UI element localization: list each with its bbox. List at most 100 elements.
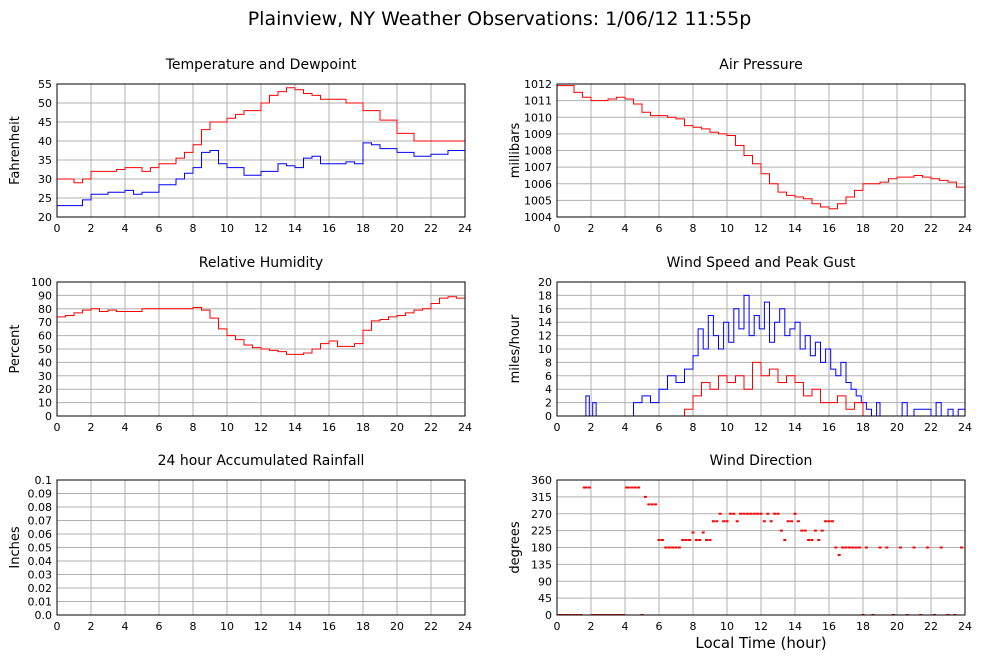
plot-frame <box>556 479 966 616</box>
data-point <box>742 512 746 515</box>
x-tick-label: 14 <box>288 222 302 235</box>
data-point <box>701 531 705 534</box>
y-tick-label: 1007 <box>524 161 552 174</box>
data-point <box>647 503 651 506</box>
y-tick-label: 8 <box>545 356 552 369</box>
y-tick-label: 70 <box>38 316 52 329</box>
y-tick-label: 20 <box>538 276 552 289</box>
x-tick-label: 20 <box>390 421 404 434</box>
data-point <box>587 486 591 489</box>
plot-frame <box>556 83 966 218</box>
x-tick-label: 8 <box>190 421 197 434</box>
x-tick-label: 24 <box>958 222 972 235</box>
y-axis-label: degrees <box>508 521 523 574</box>
y-tick-label: 1010 <box>524 111 552 124</box>
x-tick-label: 0 <box>554 620 561 633</box>
y-tick-label: 45 <box>538 592 552 605</box>
y-tick-label: 90 <box>38 289 52 302</box>
x-tick-label: 18 <box>856 222 870 235</box>
data-point <box>739 512 743 515</box>
x-tick-label: 4 <box>122 421 129 434</box>
y-axis-label: Fahrenheit <box>8 116 23 185</box>
data-point <box>790 520 794 523</box>
x-tick-label: 10 <box>720 222 734 235</box>
data-point <box>779 529 783 532</box>
data-point <box>807 539 811 541</box>
x-tick-label: 8 <box>190 620 197 633</box>
data-point <box>834 546 838 549</box>
x-tick-label: 16 <box>322 620 336 633</box>
x-tick-label: 0 <box>54 222 61 235</box>
y-tick-label: 40 <box>38 356 52 369</box>
x-tick-label: 6 <box>156 421 163 434</box>
y-tick-label: 0 <box>545 410 552 423</box>
x-tick-label: 18 <box>356 620 370 633</box>
data-point <box>926 546 930 549</box>
y-tick-label: 50 <box>38 97 52 110</box>
y-tick-label: 0.07 <box>28 515 53 528</box>
y-tick-label: 0.01 <box>28 596 53 609</box>
data-point <box>745 512 749 515</box>
y-tick-label: 16 <box>538 303 552 316</box>
data-point <box>960 546 964 549</box>
data-point <box>759 512 763 515</box>
y-tick-label: 50 <box>38 343 52 356</box>
data-point <box>582 486 586 489</box>
chart-title: Air Pressure <box>719 57 802 73</box>
series-line-0 <box>57 87 465 184</box>
x-tick-label: 4 <box>122 620 129 633</box>
y-tick-label: 25 <box>38 192 52 205</box>
y-tick-label: 20 <box>38 383 52 396</box>
y-axis-label: miles/hour <box>508 314 523 383</box>
plot-area <box>557 294 965 416</box>
data-point <box>625 486 629 489</box>
y-tick-label: 0.0 <box>35 609 53 622</box>
y-tick-label: 315 <box>531 491 552 504</box>
x-tick-label: 24 <box>458 222 472 235</box>
x-tick-label: 4 <box>622 421 629 434</box>
plot-frame <box>56 83 466 218</box>
data-point <box>674 546 678 549</box>
data-point <box>939 546 943 549</box>
x-tick-label: 16 <box>822 421 836 434</box>
y-tick-label: 1009 <box>524 128 552 141</box>
x-tick-label: 12 <box>754 222 768 235</box>
y-tick-label: 35 <box>38 154 52 167</box>
y-tick-label: 60 <box>38 330 52 343</box>
x-tick-label: 22 <box>424 222 438 235</box>
x-tick-label: 14 <box>788 620 802 633</box>
data-point <box>735 520 739 523</box>
y-axis-label: Percent <box>8 325 23 374</box>
x-tick-label: 20 <box>890 222 904 235</box>
y-tick-label: 18 <box>538 289 552 302</box>
y-tick-label: 6 <box>545 370 552 383</box>
x-tick-label: 2 <box>588 222 595 235</box>
x-tick-label: 6 <box>156 620 163 633</box>
data-point <box>783 539 787 541</box>
x-tick-label: 14 <box>788 421 802 434</box>
y-tick-label: 0.05 <box>28 542 53 555</box>
data-point <box>711 520 715 523</box>
y-tick-label: 270 <box>531 508 552 521</box>
y-tick-label: 1005 <box>524 194 552 207</box>
x-tick-label: 10 <box>220 620 234 633</box>
x-tick-label: 10 <box>220 421 234 434</box>
x-tick-label: 14 <box>288 421 302 434</box>
x-tick-label: 22 <box>924 620 938 633</box>
y-tick-label: 10 <box>38 397 52 410</box>
x-tick-label: 22 <box>424 620 438 633</box>
data-point <box>878 546 882 549</box>
x-tick-label: 18 <box>356 222 370 235</box>
data-point <box>749 512 753 515</box>
x-tick-label: 14 <box>288 620 302 633</box>
data-point <box>667 546 671 549</box>
x-tick-label: 10 <box>720 421 734 434</box>
data-point <box>762 520 766 523</box>
y-tick-label: 100 <box>31 276 52 289</box>
x-tick-label: 2 <box>588 620 595 633</box>
data-point <box>677 546 681 549</box>
series-line-0 <box>557 294 965 416</box>
